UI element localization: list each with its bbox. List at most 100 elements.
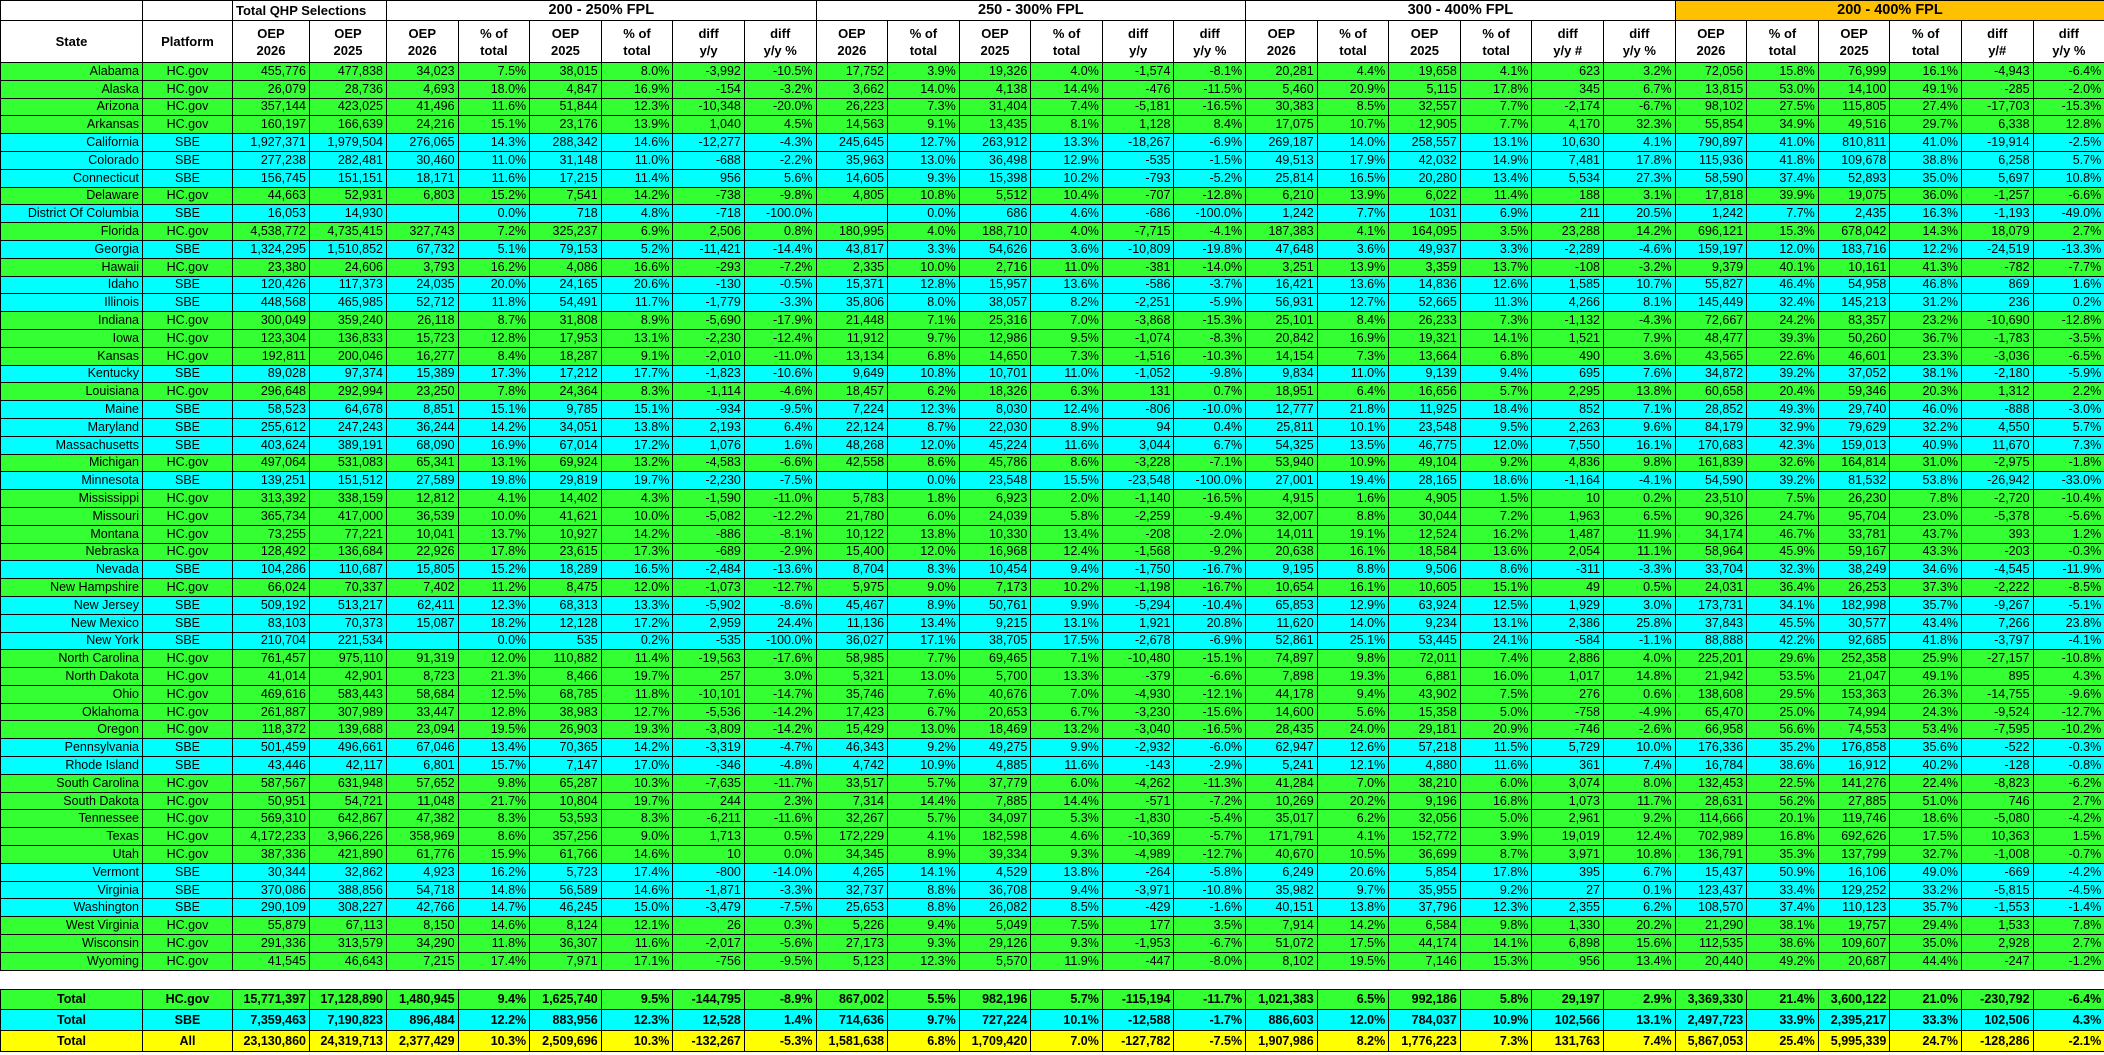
value-cell: 34.1% <box>1746 595 1819 615</box>
value-cell: 14.4% <box>1030 79 1103 99</box>
value-cell: 67,732 <box>386 239 459 259</box>
platform-cell: HC.gov <box>142 667 233 686</box>
value-cell: -0.5% <box>743 275 817 295</box>
value-cell: -4,262 <box>1101 773 1175 793</box>
value-cell: 7.7% <box>1746 204 1819 224</box>
value-cell: -132,267 <box>672 1030 745 1053</box>
value-cell: -5.1% <box>2032 595 2104 615</box>
state-row: Kansas HC.gov 192,811 200,046 16,277 8.4% 18,2… <box>0 346 2104 366</box>
value-cell: 5.6% <box>1316 702 1390 722</box>
platform-cell: HC.gov <box>142 222 233 241</box>
value-cell: 17.3% <box>457 364 531 384</box>
value-cell: 18,951 <box>1245 382 1318 402</box>
value-cell: 8.3% <box>887 560 960 580</box>
value-cell: 7.4% <box>1030 97 1103 117</box>
value-cell: 6.7% <box>887 702 960 722</box>
value-cell: 12.2% <box>457 1009 531 1032</box>
state-row: Washington SBE 290,109 308,227 42,766 14.7% 46… <box>0 898 2104 918</box>
value-cell: 29.4% <box>1889 916 1962 936</box>
value-cell: 49,937 <box>1388 239 1461 259</box>
value-cell: -9.4% <box>1173 506 1247 526</box>
value-cell: 4,915 <box>1245 489 1318 508</box>
column-header: State <box>0 20 143 63</box>
value-cell: 34,174 <box>1674 524 1748 544</box>
state-row: Pennsylvania SBE 501,459 496,661 67,046 13.4%… <box>0 738 2104 758</box>
value-cell: 0.0% <box>457 204 531 224</box>
value-cell: -16.7% <box>1173 560 1247 580</box>
value-cell: 3,793 <box>386 257 459 277</box>
value-cell: 7.9% <box>1602 328 1676 348</box>
value-cell: 35.0% <box>1889 934 1962 953</box>
value-cell: 25,811 <box>1245 417 1318 437</box>
value-cell: -5.9% <box>1173 293 1247 313</box>
value-cell: -3,036 <box>1960 346 2034 366</box>
value-cell: 14.9% <box>1459 150 1533 170</box>
state-cell: Indiana <box>0 311 143 330</box>
state-cell: Ohio <box>0 684 143 704</box>
value-cell: 69,924 <box>529 453 602 473</box>
value-cell: 696,121 <box>1674 222 1748 241</box>
value-cell: 36,699 <box>1388 845 1461 864</box>
value-cell: 6,923 <box>958 489 1032 508</box>
value-cell: 308,227 <box>309 898 387 918</box>
value-cell: 531,083 <box>309 453 387 473</box>
value-cell: -6,211 <box>672 809 745 829</box>
value-cell: 9.9% <box>1030 738 1103 758</box>
state-cell: Utah <box>0 845 143 864</box>
value-cell: 13.1% <box>1459 133 1533 152</box>
value-cell: 21.8% <box>1316 400 1390 419</box>
value-cell: 292,994 <box>309 382 387 402</box>
value-cell: 72,667 <box>1674 311 1748 330</box>
value-cell: -17.6% <box>743 649 817 669</box>
value-cell: -1.5% <box>1173 150 1247 170</box>
value-cell: -1,114 <box>672 382 745 402</box>
value-cell: 465,985 <box>309 293 387 313</box>
value-cell: 48,477 <box>1674 328 1748 348</box>
value-cell: 12.7% <box>600 702 674 722</box>
value-cell: -5,181 <box>1101 97 1175 117</box>
value-cell: 4,529 <box>958 862 1032 882</box>
value-cell: 0.2% <box>1602 489 1676 508</box>
value-cell: 19,075 <box>1817 186 1891 206</box>
value-cell: 88,888 <box>1674 631 1748 651</box>
value-cell: -8.3% <box>1173 328 1247 348</box>
value-cell: 4,735,415 <box>309 222 387 241</box>
value-cell: 16.6% <box>600 257 674 277</box>
state-row: New Jersey SBE 509,192 513,217 62,411 12.3% 68… <box>0 595 2104 615</box>
value-cell: -11.0% <box>743 489 817 508</box>
value-cell: 37.4% <box>1746 168 1819 188</box>
value-cell: 6,210 <box>1245 186 1318 206</box>
value-cell: 40.9% <box>1889 435 1962 455</box>
value-cell: 7.5% <box>1746 489 1819 508</box>
value-cell: 58,964 <box>1674 542 1748 562</box>
value-cell: 40,676 <box>958 684 1032 704</box>
value-cell: 145,213 <box>1817 293 1891 313</box>
value-cell: 16.8% <box>1746 827 1819 847</box>
value-cell: 64,678 <box>309 400 387 419</box>
value-cell: 74,897 <box>1245 649 1318 669</box>
value-cell: -381 <box>1101 257 1175 277</box>
value-cell: -1,750 <box>1101 560 1175 580</box>
value-cell: 9.8% <box>1316 649 1390 669</box>
value-cell: 8.0% <box>887 293 960 313</box>
state-row: New York SBE 210,704 221,534 0.0% 535 0.2% -535… <box>0 631 2104 651</box>
value-cell: -3,992 <box>672 62 745 81</box>
value-cell: 23,510 <box>1674 489 1748 508</box>
value-cell: 10.0% <box>1602 738 1676 758</box>
value-cell: -5.7% <box>1173 827 1247 847</box>
column-header: OEP 2026 <box>386 20 459 63</box>
value-cell: 152,772 <box>1388 827 1461 847</box>
state-cell: California <box>0 133 143 152</box>
value-cell: 1,927,371 <box>232 133 310 152</box>
value-cell: 10.4% <box>1030 186 1103 206</box>
value-cell: -15.3% <box>1173 311 1247 330</box>
value-cell: 3.1% <box>1602 186 1676 206</box>
value-cell: 35,017 <box>1245 809 1318 829</box>
value-cell: 6.8% <box>887 346 960 366</box>
value-cell: 2.0% <box>1030 489 1103 508</box>
value-cell: -6.6% <box>743 453 817 473</box>
column-header: Platform <box>142 20 233 63</box>
value-cell: 35.7% <box>1889 595 1962 615</box>
value-cell: -13.3% <box>2032 239 2104 259</box>
value-cell: 16,656 <box>1388 382 1461 402</box>
